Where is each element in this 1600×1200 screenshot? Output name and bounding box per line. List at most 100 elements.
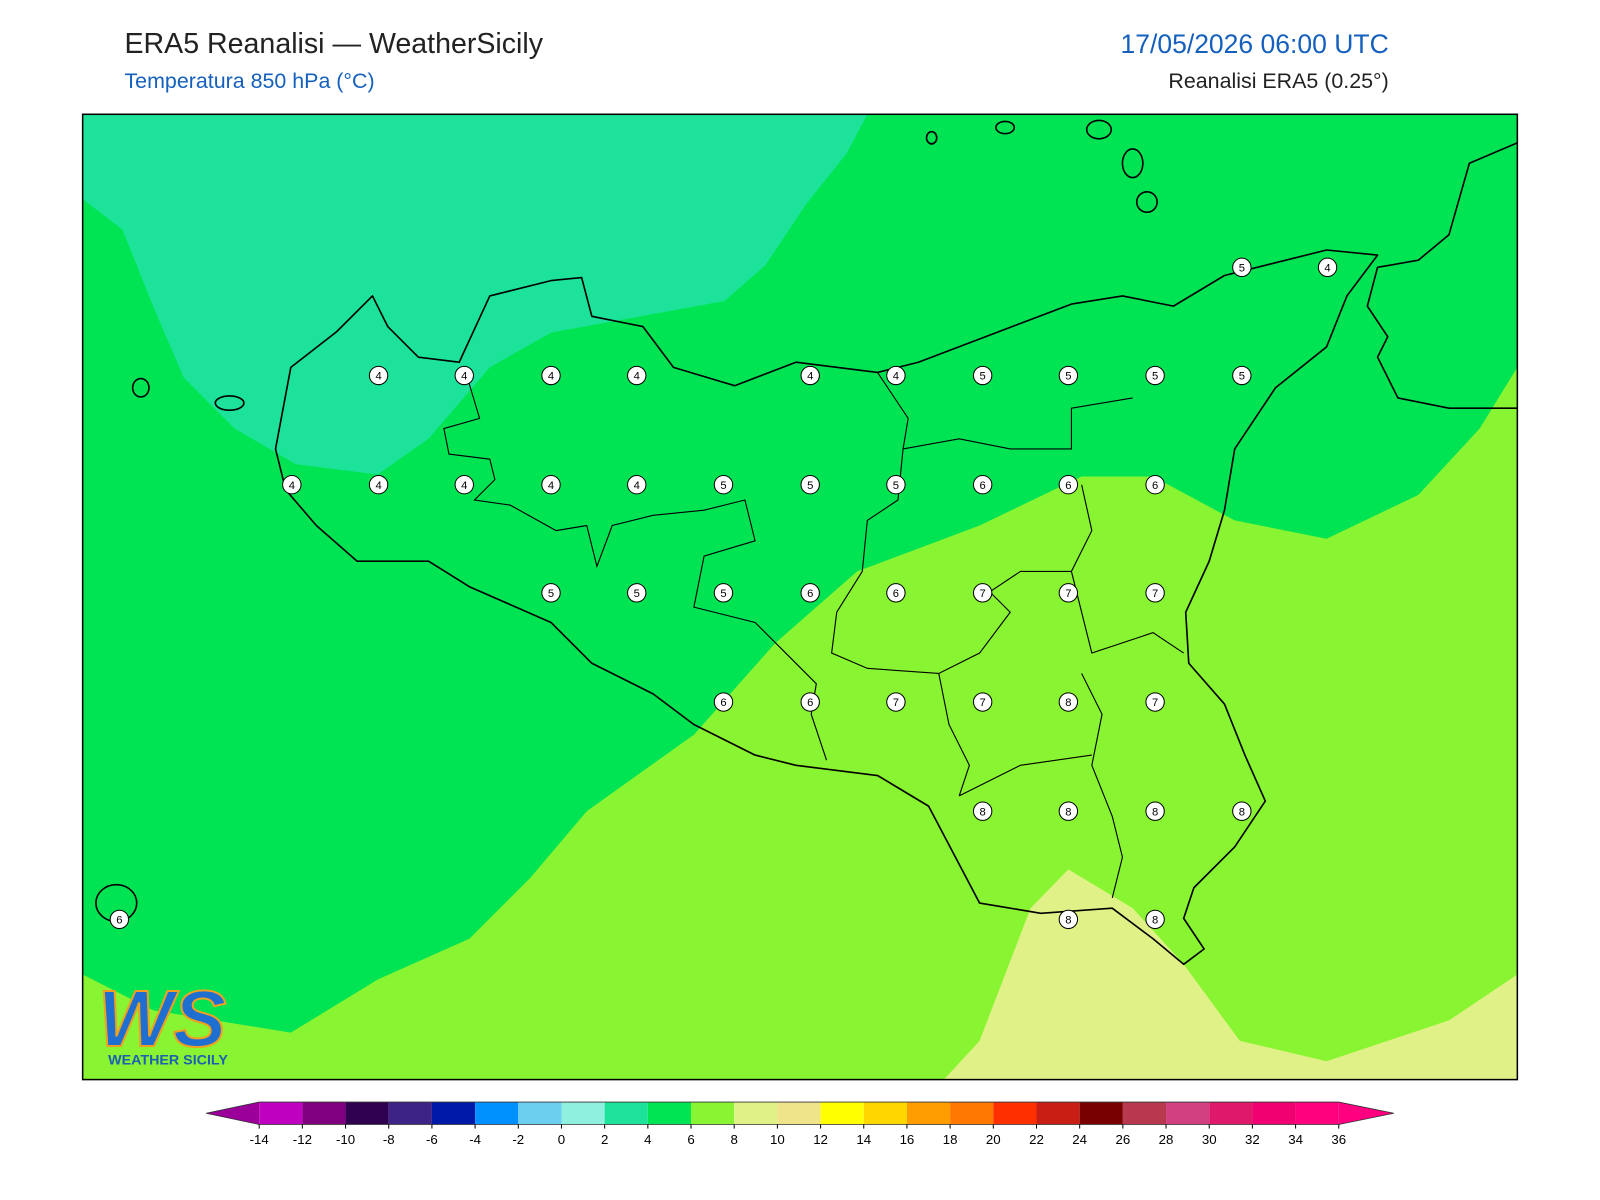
station-value: 4 bbox=[375, 480, 381, 492]
logo: WS WEATHER SICILY bbox=[97, 973, 228, 1068]
colorbar-segment bbox=[518, 1102, 562, 1125]
station-value: 5 bbox=[980, 371, 986, 383]
station-value: 4 bbox=[289, 480, 295, 492]
island bbox=[925, 130, 938, 145]
station-value: 6 bbox=[807, 697, 813, 709]
colorbar-segment bbox=[1252, 1102, 1296, 1125]
colorbar-tick-label: -2 bbox=[512, 1132, 524, 1147]
colorbar-under bbox=[206, 1102, 260, 1125]
logo-text: WEATHER SICILY bbox=[108, 1052, 228, 1068]
colorbar-segment bbox=[1036, 1102, 1080, 1125]
colorbar-tick-label: -12 bbox=[293, 1132, 312, 1147]
station-value: 7 bbox=[1065, 588, 1071, 600]
station-marker bbox=[627, 365, 647, 386]
station-marker bbox=[972, 583, 993, 603]
colorbar-tick-label: -10 bbox=[336, 1132, 355, 1147]
island bbox=[214, 395, 245, 412]
island bbox=[1121, 148, 1144, 179]
station-marker bbox=[1145, 909, 1165, 930]
colorbar-segment bbox=[1122, 1102, 1167, 1125]
station-marker bbox=[1058, 801, 1079, 821]
colorbar-segment bbox=[647, 1102, 692, 1125]
colorbar-segment bbox=[906, 1102, 951, 1125]
station-value: 6 bbox=[720, 697, 726, 709]
colorbar-tick-label: 20 bbox=[986, 1132, 1001, 1147]
station-marker bbox=[454, 365, 474, 386]
island bbox=[131, 377, 150, 398]
station-value: 7 bbox=[980, 697, 986, 709]
station-value: 5 bbox=[720, 588, 726, 600]
station-value: 8 bbox=[1065, 914, 1071, 926]
colorbar-tick-label: 4 bbox=[644, 1132, 651, 1147]
colorbar-tick-label: 12 bbox=[813, 1132, 828, 1147]
station-value: 7 bbox=[1152, 588, 1158, 600]
station-value: 5 bbox=[1239, 262, 1245, 274]
colorbar: -14 -12 -10 -8 -6 -4 -2 0 2 4 6 8 10 12 14 16 18 20 22 24 26… bbox=[206, 1101, 1394, 1147]
colorbar-tick-label: 28 bbox=[1159, 1132, 1174, 1147]
station-marker bbox=[1058, 692, 1079, 712]
station-value: 6 bbox=[1152, 480, 1158, 492]
station-value: 5 bbox=[807, 480, 813, 492]
station-value: 5 bbox=[893, 480, 899, 492]
station-value: 5 bbox=[548, 588, 554, 600]
colorbar-segment bbox=[561, 1102, 605, 1125]
station-marker bbox=[972, 692, 993, 712]
station-value: 6 bbox=[980, 480, 986, 492]
colorbar-segment bbox=[1295, 1102, 1339, 1125]
colorbar-segment bbox=[1166, 1102, 1210, 1125]
station-marker bbox=[454, 475, 474, 495]
colorbar-tick-label: 6 bbox=[687, 1132, 694, 1147]
colorbar-tick-label: 22 bbox=[1029, 1132, 1044, 1147]
colorbar-segment bbox=[345, 1102, 389, 1125]
station-marker bbox=[713, 692, 734, 712]
station-value: 4 bbox=[1324, 262, 1330, 274]
colorbar-tick-label: -4 bbox=[469, 1132, 481, 1147]
station-value: 4 bbox=[461, 371, 467, 383]
station-marker bbox=[886, 583, 906, 603]
subtitle: Temperatura 850 hPa (°C) bbox=[124, 69, 374, 93]
station-value: 7 bbox=[893, 697, 899, 709]
station-marker bbox=[972, 801, 993, 821]
colorbar-tick-label: -8 bbox=[383, 1132, 395, 1147]
station-marker bbox=[1145, 801, 1165, 821]
field-lightgreen bbox=[82, 367, 1518, 1080]
station-value: 6 bbox=[1065, 480, 1071, 492]
station-value: 4 bbox=[893, 371, 899, 383]
station-value: 5 bbox=[720, 480, 726, 492]
colorbar-tick-label: 24 bbox=[1072, 1132, 1087, 1147]
colorbar-tick-label: 18 bbox=[943, 1132, 958, 1147]
map-frame bbox=[81, 113, 1519, 1081]
colorbar-segment bbox=[863, 1102, 907, 1125]
station-marker bbox=[1232, 365, 1252, 386]
island bbox=[995, 120, 1016, 135]
station-value: 6 bbox=[116, 914, 122, 926]
stations: 5 4 4 4 4 4 4 4 5 5 5 5 4 4 4 4 4 5 5 5 6 6 6 5 5 5 6 6 7 7 7 6 6 7 7 8 7 8 8 8… bbox=[109, 257, 1338, 930]
field-yellow bbox=[943, 869, 1518, 1080]
station-marker bbox=[800, 692, 820, 712]
colorbar-segment bbox=[475, 1102, 519, 1125]
colorbar-tick-label: 26 bbox=[1115, 1132, 1130, 1147]
colorbar-segment bbox=[1209, 1102, 1253, 1125]
island bbox=[1135, 191, 1158, 214]
station-marker bbox=[109, 909, 130, 930]
station-value: 5 bbox=[1065, 371, 1071, 383]
station-marker bbox=[1058, 909, 1079, 930]
station-value: 8 bbox=[1065, 806, 1071, 818]
colorbar-segment bbox=[993, 1102, 1037, 1125]
station-marker bbox=[1145, 583, 1165, 603]
station-marker bbox=[541, 365, 561, 386]
colorbar-segment bbox=[388, 1102, 432, 1125]
station-marker bbox=[368, 365, 389, 386]
colorbar-segment bbox=[734, 1102, 778, 1125]
field-teal bbox=[82, 114, 868, 475]
station-marker bbox=[800, 583, 820, 603]
station-value: 8 bbox=[1152, 914, 1158, 926]
station-value: 5 bbox=[1152, 371, 1158, 383]
colorbar-segment bbox=[691, 1102, 735, 1125]
colorbar-segment bbox=[950, 1102, 994, 1125]
station-value: 4 bbox=[375, 371, 381, 383]
station-value: 5 bbox=[1239, 371, 1245, 383]
calabria-coast bbox=[1366, 142, 1518, 409]
colorbar-tick-label: 14 bbox=[856, 1132, 871, 1147]
station-value: 4 bbox=[548, 371, 554, 383]
